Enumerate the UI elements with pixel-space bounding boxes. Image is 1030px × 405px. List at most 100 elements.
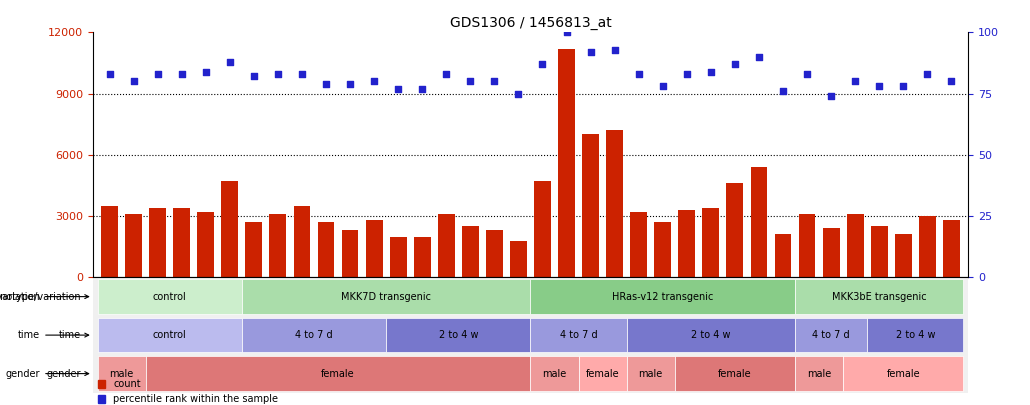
Point <box>101 71 117 77</box>
Text: gender: gender <box>6 369 89 379</box>
Point <box>510 90 526 97</box>
Bar <box>823 228 839 277</box>
Text: female: female <box>718 369 752 379</box>
Point <box>847 78 863 85</box>
Legend: count, percentile rank within the sample: count, percentile rank within the sample <box>98 379 278 404</box>
Text: male: male <box>639 369 663 379</box>
Text: 2 to 4 w: 2 to 4 w <box>691 330 730 340</box>
Text: 2 to 4 w: 2 to 4 w <box>895 330 935 340</box>
Text: HRas-v12 transgenic: HRas-v12 transgenic <box>612 292 714 302</box>
Bar <box>530 318 626 352</box>
Bar <box>847 214 863 277</box>
Point <box>126 78 142 85</box>
Point <box>702 68 719 75</box>
Point <box>270 71 286 77</box>
Point <box>582 49 598 55</box>
Bar <box>867 318 963 352</box>
Text: genotype/variation: genotype/variation <box>0 292 89 302</box>
Text: time: time <box>59 330 80 340</box>
Bar <box>242 318 386 352</box>
Text: 4 to 7 d: 4 to 7 d <box>813 330 850 340</box>
Text: 4 to 7 d: 4 to 7 d <box>296 330 333 340</box>
Bar <box>386 318 530 352</box>
Point <box>654 83 671 90</box>
Bar <box>795 279 963 314</box>
Point <box>414 85 431 92</box>
Bar <box>510 241 526 277</box>
Point <box>679 71 695 77</box>
Point <box>245 73 262 80</box>
Point <box>823 93 839 99</box>
Point <box>462 78 479 85</box>
Point <box>294 71 310 77</box>
Point <box>198 68 214 75</box>
Text: 4 to 7 d: 4 to 7 d <box>559 330 597 340</box>
Bar <box>630 212 647 277</box>
Text: control: control <box>152 330 186 340</box>
Bar <box>486 230 503 277</box>
Bar <box>795 318 867 352</box>
Bar <box>798 214 816 277</box>
Point <box>895 83 912 90</box>
Bar <box>579 356 626 391</box>
Point <box>799 71 816 77</box>
Bar <box>342 230 358 277</box>
Text: female: female <box>887 369 920 379</box>
Bar <box>607 130 623 277</box>
Text: female: female <box>586 369 619 379</box>
Bar <box>654 222 672 277</box>
Point <box>486 78 503 85</box>
Bar <box>317 222 335 277</box>
Bar <box>626 356 675 391</box>
Bar <box>535 181 551 277</box>
Bar <box>679 210 695 277</box>
Text: MKK7D transgenic: MKK7D transgenic <box>341 292 432 302</box>
Bar <box>942 220 960 277</box>
Bar <box>294 206 310 277</box>
Point <box>438 71 454 77</box>
Point <box>318 81 335 87</box>
Point <box>871 83 888 90</box>
Bar <box>795 356 844 391</box>
Bar <box>675 356 795 391</box>
Point <box>149 71 166 77</box>
Bar <box>461 226 479 277</box>
Bar <box>775 234 791 277</box>
Point <box>558 29 575 36</box>
Bar <box>919 216 935 277</box>
Bar <box>126 214 142 277</box>
Bar <box>751 167 767 277</box>
Bar <box>438 214 454 277</box>
Point <box>173 71 190 77</box>
Bar <box>870 226 888 277</box>
Bar <box>702 208 719 277</box>
Bar <box>198 212 214 277</box>
Point <box>221 59 238 65</box>
Bar <box>270 214 286 277</box>
Bar <box>101 206 118 277</box>
Text: male: male <box>806 369 831 379</box>
Text: 2 to 4 w: 2 to 4 w <box>439 330 478 340</box>
Text: male: male <box>109 369 134 379</box>
Text: MKK3bE transgenic: MKK3bE transgenic <box>832 292 927 302</box>
Point <box>775 88 791 94</box>
Text: gender: gender <box>46 369 80 379</box>
Bar <box>221 181 238 277</box>
Bar <box>530 279 795 314</box>
Text: genotype/variation: genotype/variation <box>0 292 80 302</box>
Point <box>535 61 551 68</box>
Bar <box>530 356 579 391</box>
Point <box>943 78 960 85</box>
Point <box>366 78 382 85</box>
Bar <box>895 234 912 277</box>
Text: female: female <box>321 369 355 379</box>
Bar <box>389 237 407 277</box>
Bar <box>626 318 795 352</box>
Point <box>607 46 623 53</box>
Point <box>630 71 647 77</box>
Bar <box>145 356 530 391</box>
Bar <box>558 49 575 277</box>
Bar <box>173 208 191 277</box>
Bar <box>582 134 599 277</box>
Bar <box>366 220 382 277</box>
